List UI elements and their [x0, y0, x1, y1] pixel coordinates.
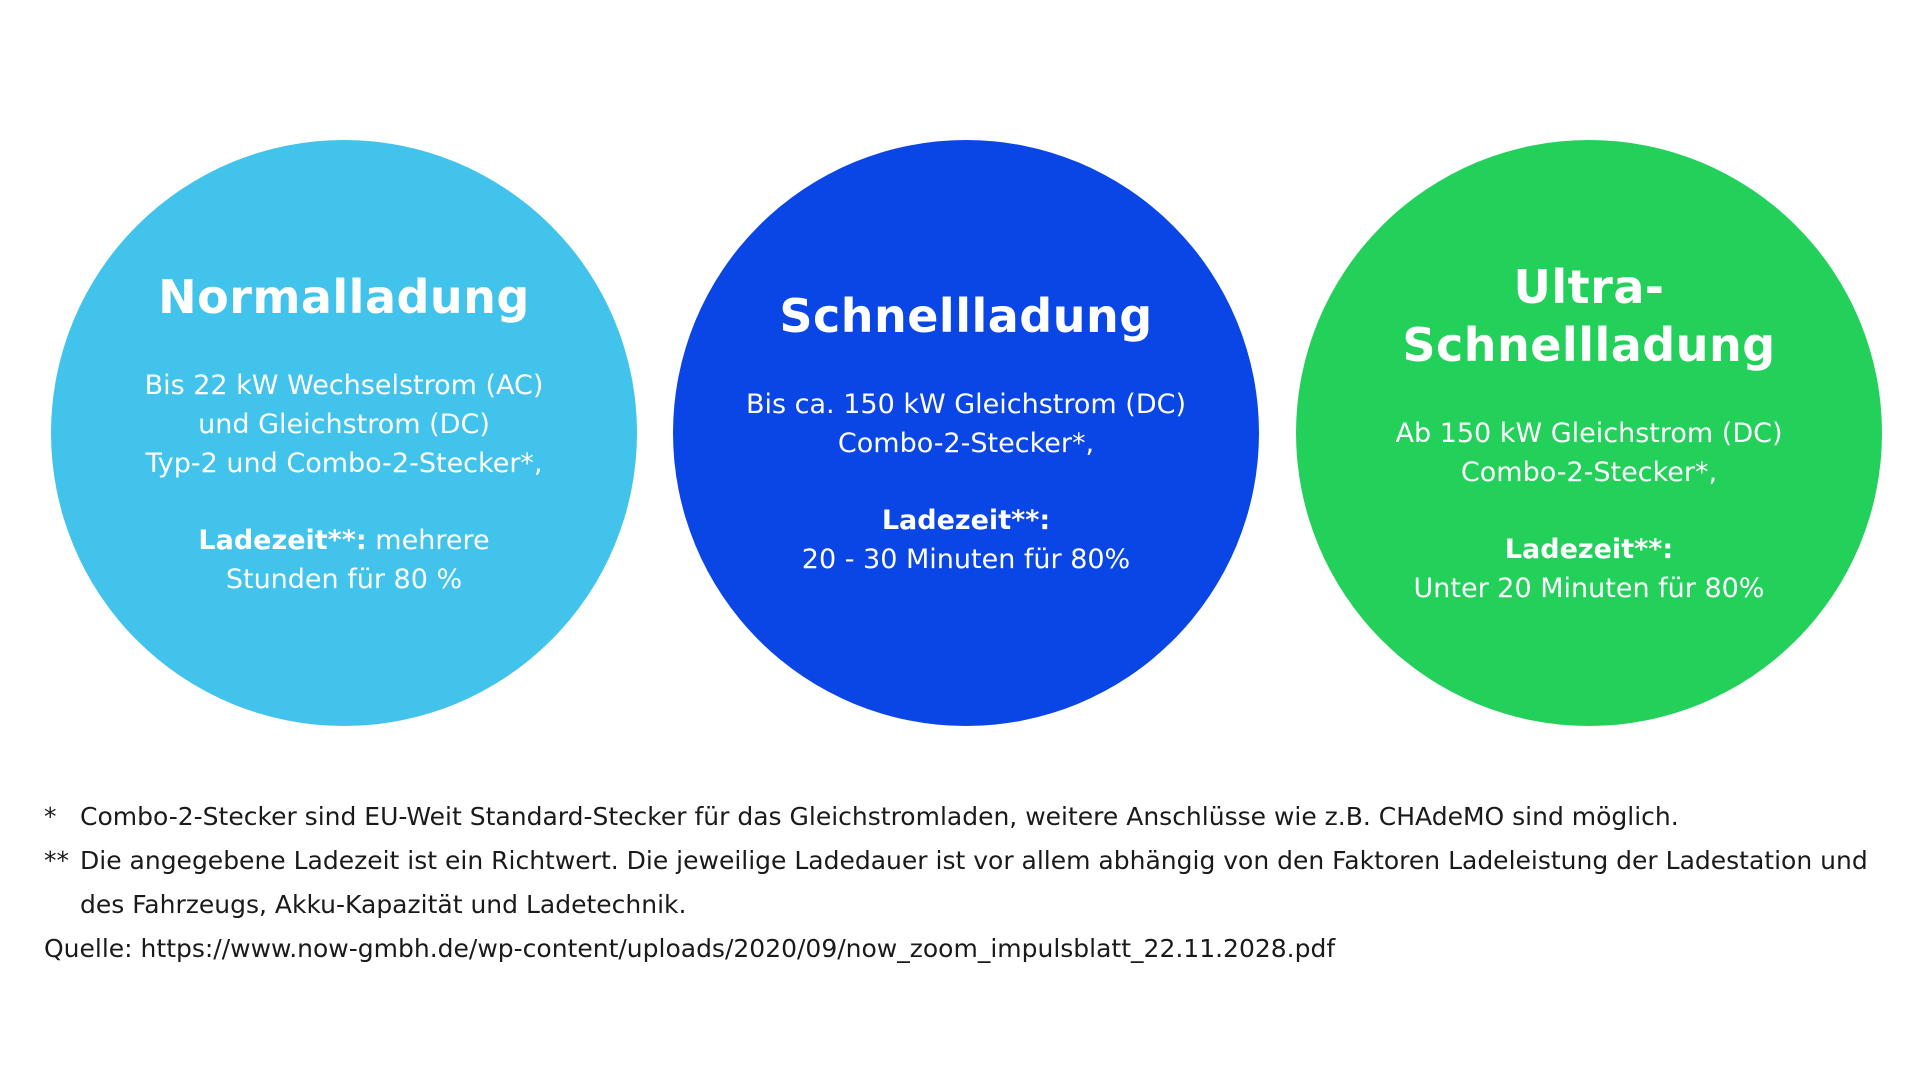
- title-line: Normalladung: [158, 269, 530, 324]
- footnote-charging-time: ** Die angegebene Ladezeit ist ein Richt…: [44, 839, 1894, 927]
- footnotes: * Combo-2-Stecker sind EU-Weit Standard-…: [44, 795, 1894, 971]
- charging-time-label: Ladezeit**:: [198, 524, 367, 556]
- normal-charging-circle: Normalladung Bis 22 kW Wechselstrom (AC)…: [51, 140, 637, 726]
- circle-title: Schnellladung: [779, 287, 1152, 345]
- footnote-marker: **: [44, 846, 69, 875]
- fast-charging-circle: Schnellladung Bis ca. 150 kW Gleichstrom…: [673, 140, 1259, 726]
- charging-time-label: Ladezeit**:: [881, 505, 1051, 536]
- circle-description: Bis ca. 150 kW Gleichstrom (DC) Combo-2-…: [746, 385, 1186, 463]
- description-line: Bis ca. 150 kW Gleichstrom (DC): [745, 389, 1187, 420]
- description-line: Typ-2 und Combo-2-Stecker*,: [145, 447, 543, 479]
- footnote-text: Combo-2-Stecker sind EU-Weit Standard-St…: [80, 802, 1679, 831]
- ultra-fast-charging-circle: Ultra- Schnellladung Ab 150 kW Gleichstr…: [1296, 140, 1882, 726]
- footnote-combo-plug: * Combo-2-Stecker sind EU-Weit Standard-…: [44, 795, 1894, 839]
- footnote-marker: *: [44, 802, 57, 831]
- source-text: Quelle: https://www.now-gmbh.de/wp-conte…: [44, 934, 1336, 963]
- charging-time-value-line: 20 - 30 Minuten für 80%: [801, 544, 1131, 575]
- charging-types-diagram: Normalladung Bis 22 kW Wechselstrom (AC)…: [51, 140, 1882, 726]
- footnote-text: Die angegebene Ladezeit ist ein Richtwer…: [80, 846, 1868, 919]
- title-line: Schnellladung: [1402, 318, 1776, 372]
- charging-time-label: Ladezeit**:: [1504, 534, 1674, 565]
- circle-description: Ab 150 kW Gleichstrom (DC) Combo-2-Steck…: [1396, 414, 1783, 492]
- circle-title: Normalladung: [158, 268, 530, 326]
- description-line: Bis 22 kW Wechselstrom (AC): [144, 369, 544, 401]
- circle-description: Bis 22 kW Wechselstrom (AC) und Gleichst…: [145, 366, 544, 483]
- charging-time-value: mehrere: [366, 524, 490, 556]
- source-line: Quelle: https://www.now-gmbh.de/wp-conte…: [44, 927, 1894, 971]
- charging-time: Ladezeit**: mehrere Stunden für 80 %: [198, 521, 489, 599]
- charging-time-value-line: Unter 20 Minuten für 80%: [1413, 573, 1765, 604]
- circle-title: Ultra- Schnellladung: [1346, 258, 1832, 374]
- description-line: Combo-2-Stecker*,: [1460, 457, 1718, 488]
- description-line: Combo-2-Stecker*,: [837, 428, 1095, 459]
- charging-time-value-line: Stunden für 80 %: [225, 563, 463, 595]
- title-line: Schnellladung: [779, 289, 1153, 343]
- description-line: Ab 150 kW Gleichstrom (DC): [1395, 418, 1783, 449]
- charging-time: Ladezeit**: 20 - 30 Minuten für 80%: [802, 501, 1130, 579]
- description-line: und Gleichstrom (DC): [198, 408, 490, 440]
- charging-time-first-line: Ladezeit**: mehrere: [198, 521, 489, 560]
- title-line: Ultra-: [1513, 260, 1665, 314]
- charging-time: Ladezeit**: Unter 20 Minuten für 80%: [1414, 530, 1765, 608]
